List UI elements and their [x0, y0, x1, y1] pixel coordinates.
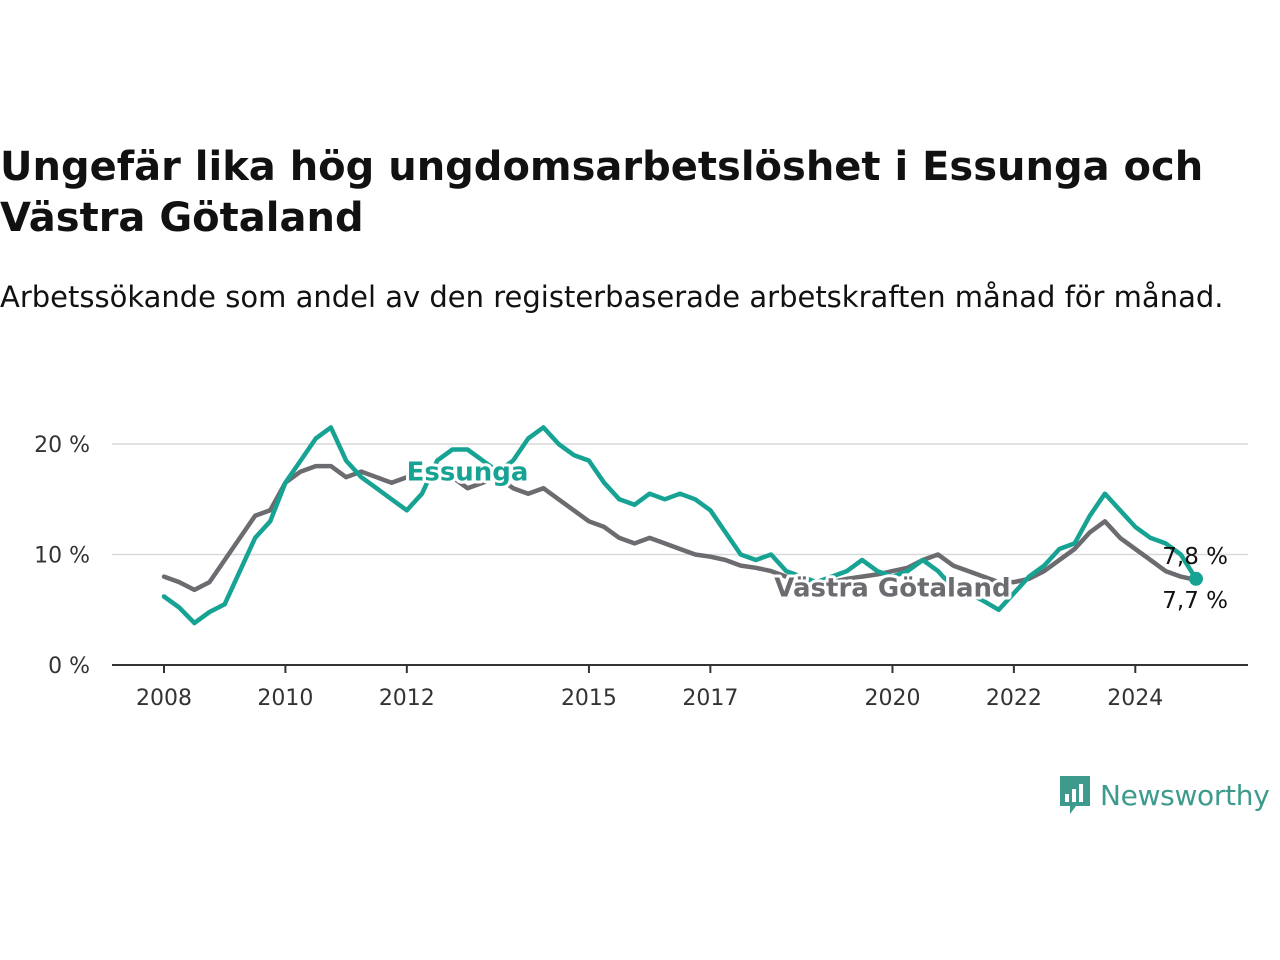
line-chart: 0 % 10 % 20 % 2008 2010 2012 2015 2017 2020 2022… [34, 425, 1248, 711]
y-tick-label: 0 % [48, 654, 90, 679]
series-label-essunga: Essunga [407, 458, 529, 488]
end-value-essunga: 7,8 % [1162, 544, 1228, 570]
series-label-vastra-gotaland: Västra Götaland [774, 574, 1010, 604]
x-tick-label: 2008 [136, 686, 192, 711]
chart-title: Ungefär lika hög ungdomsarbetslöshet i E… [0, 144, 1204, 241]
brand-name: Newsworthy [1100, 778, 1270, 812]
x-tick-label: 2024 [1107, 686, 1163, 711]
x-tick-label: 2012 [379, 686, 435, 711]
newsworthy-logo: Newsworthy [1058, 774, 1270, 816]
essunga-end-point [1189, 571, 1203, 586]
series-lines [161, 425, 1203, 626]
y-axis-ticks: 0 % 10 % 20 % [34, 433, 90, 679]
x-tick-label: 2020 [864, 686, 920, 711]
x-tick-label: 2010 [257, 686, 313, 711]
series-labels: Essunga Västra Götaland 7,8 % 7,7 % [404, 455, 1228, 614]
series-line-vastra-gotaland [161, 463, 1199, 593]
x-tick-label: 2015 [561, 686, 617, 711]
gridlines [112, 443, 1248, 556]
newsworthy-chart-icon [1060, 776, 1090, 814]
chart-subtitle: Arbetssökande som andel av den registerb… [0, 280, 1224, 314]
x-axis: 2008 2010 2012 2015 2017 2020 2022 2024 [112, 664, 1248, 711]
y-tick-label: 10 % [34, 544, 90, 569]
x-tick-label: 2017 [682, 686, 738, 711]
y-tick-label: 20 % [34, 433, 90, 458]
series-line-essunga [161, 425, 1199, 626]
x-tick-label: 2022 [986, 686, 1042, 711]
end-value-vastra-gotaland: 7,7 % [1162, 588, 1228, 614]
